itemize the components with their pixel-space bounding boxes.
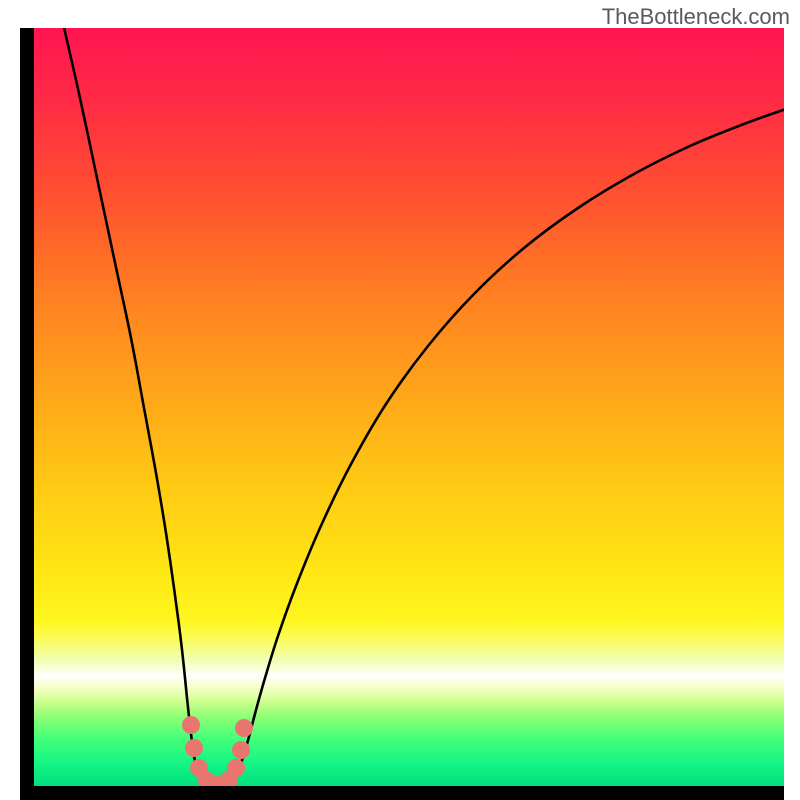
curve-left-branch <box>63 28 216 784</box>
watermark-text: TheBottleneck.com <box>602 4 790 30</box>
data-marker <box>235 719 253 737</box>
data-marker <box>182 716 200 734</box>
data-marker <box>232 741 250 759</box>
data-marker <box>227 759 245 777</box>
data-marker <box>185 739 203 757</box>
bottleneck-curve <box>34 28 784 786</box>
chart-canvas: TheBottleneck.com <box>0 0 800 800</box>
plot-area <box>34 28 784 786</box>
curve-right-branch <box>216 108 784 784</box>
